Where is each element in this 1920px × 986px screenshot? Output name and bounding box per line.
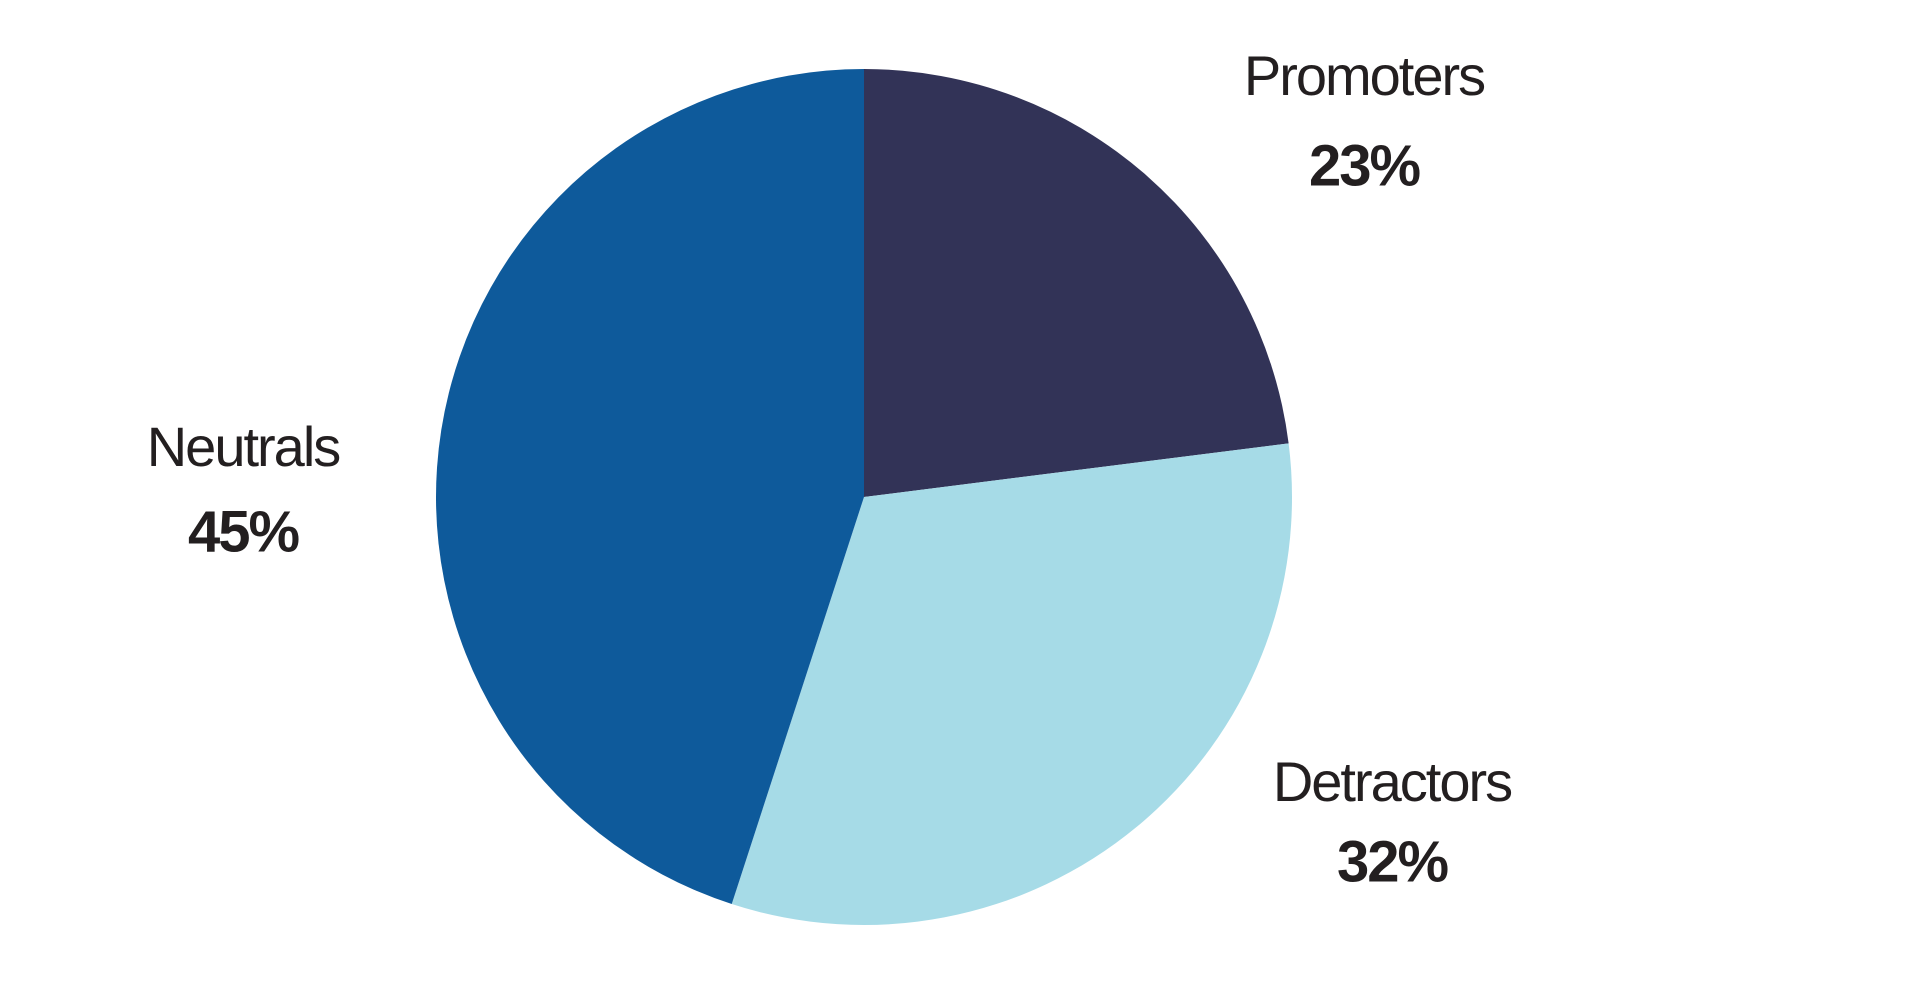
pie-slice xyxy=(864,69,1289,497)
pie-slice xyxy=(436,69,864,905)
slice-value-label: 23% xyxy=(1309,133,1421,198)
slice-value-label: 32% xyxy=(1337,829,1449,894)
slice-name: Promoters xyxy=(1244,44,1484,107)
slice-name: Neutrals xyxy=(147,415,340,478)
pie-slice xyxy=(731,443,1292,925)
slice-name: Detractors xyxy=(1273,750,1511,813)
slice-value-label: 45% xyxy=(188,499,300,564)
